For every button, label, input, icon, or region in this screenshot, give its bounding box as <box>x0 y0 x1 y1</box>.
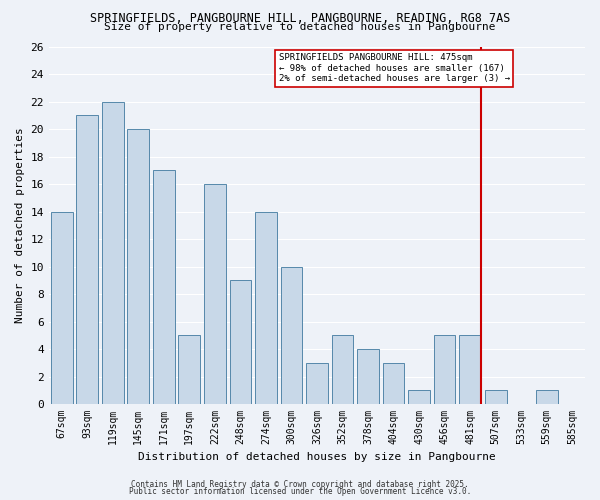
Text: Public sector information licensed under the Open Government Licence v3.0.: Public sector information licensed under… <box>129 488 471 496</box>
Text: Size of property relative to detached houses in Pangbourne: Size of property relative to detached ho… <box>104 22 496 32</box>
X-axis label: Distribution of detached houses by size in Pangbourne: Distribution of detached houses by size … <box>138 452 496 462</box>
Bar <box>127 129 149 404</box>
Text: SPRINGFIELDS, PANGBOURNE HILL, PANGBOURNE, READING, RG8 7AS: SPRINGFIELDS, PANGBOURNE HILL, PANGBOURN… <box>90 12 510 26</box>
Bar <box>51 212 73 404</box>
Text: SPRINGFIELDS PANGBOURNE HILL: 475sqm
← 98% of detached houses are smaller (167)
: SPRINGFIELDS PANGBOURNE HILL: 475sqm ← 9… <box>278 54 510 83</box>
Bar <box>536 390 557 404</box>
Bar <box>102 102 124 404</box>
Bar <box>408 390 430 404</box>
Bar <box>281 266 302 404</box>
Bar <box>332 336 353 404</box>
Bar <box>204 184 226 404</box>
Bar <box>178 336 200 404</box>
Bar <box>76 116 98 404</box>
Bar <box>485 390 506 404</box>
Bar <box>459 336 481 404</box>
Y-axis label: Number of detached properties: Number of detached properties <box>15 128 25 323</box>
Bar <box>434 336 455 404</box>
Bar <box>255 212 277 404</box>
Bar <box>306 363 328 404</box>
Bar <box>383 363 404 404</box>
Text: Contains HM Land Registry data © Crown copyright and database right 2025.: Contains HM Land Registry data © Crown c… <box>131 480 469 489</box>
Bar <box>357 349 379 404</box>
Bar <box>230 280 251 404</box>
Bar <box>153 170 175 404</box>
